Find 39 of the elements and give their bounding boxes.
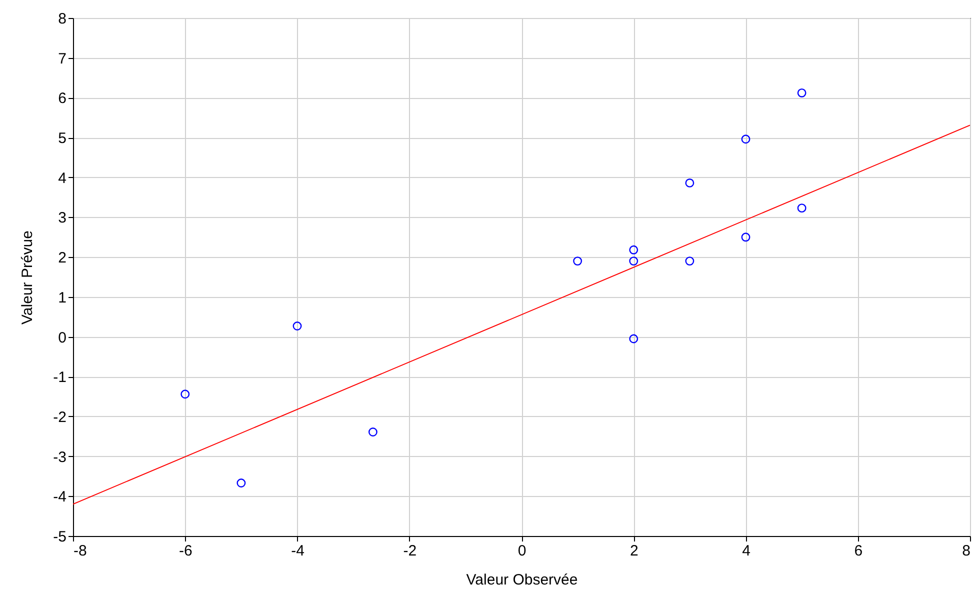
point [368, 428, 378, 436]
y-tick-label: 5 [58, 130, 66, 148]
y-tick-label: 2 [58, 250, 66, 267]
y-tick-label: 4 [58, 170, 66, 187]
x-tick-label: 0 [518, 542, 526, 560]
point [685, 256, 694, 266]
x-tick-label: 8 [962, 542, 970, 560]
y-axis-title: Valeur Prévue [19, 230, 36, 324]
point [741, 232, 750, 242]
x-tick-label: -2 [403, 542, 417, 560]
y-tick-label: -5 [53, 528, 66, 546]
y-tick-label: -1 [53, 369, 66, 386]
x-axis-title: Valeur Observée [466, 572, 578, 588]
x-tick-label: 2 [630, 542, 638, 560]
point [292, 322, 302, 330]
point [797, 204, 806, 213]
y-tick-label: -4 [53, 488, 66, 506]
x-tick-label: -6 [178, 542, 192, 560]
point [236, 478, 246, 488]
y-tick-label: 1 [58, 289, 66, 306]
y-tick-label: 8 [58, 10, 66, 28]
point [741, 134, 750, 144]
y-tick-label: 6 [58, 90, 66, 108]
y-tick-label: -2 [53, 408, 66, 426]
x-tick-label: 4 [742, 542, 750, 560]
point [629, 334, 638, 344]
x-tick-label: -8 [74, 542, 87, 560]
point [797, 88, 806, 98]
x-tick-label: 6 [854, 542, 863, 560]
y-tick-label: 0 [58, 329, 66, 346]
y-tick-label: 3 [58, 210, 66, 227]
x-tick-label: -4 [291, 542, 304, 560]
point [629, 256, 638, 266]
point [180, 390, 190, 399]
point [685, 178, 694, 188]
y-tick-label: -3 [53, 448, 66, 466]
point [629, 245, 638, 254]
y-tick-label: 7 [58, 50, 66, 68]
point [573, 256, 582, 266]
